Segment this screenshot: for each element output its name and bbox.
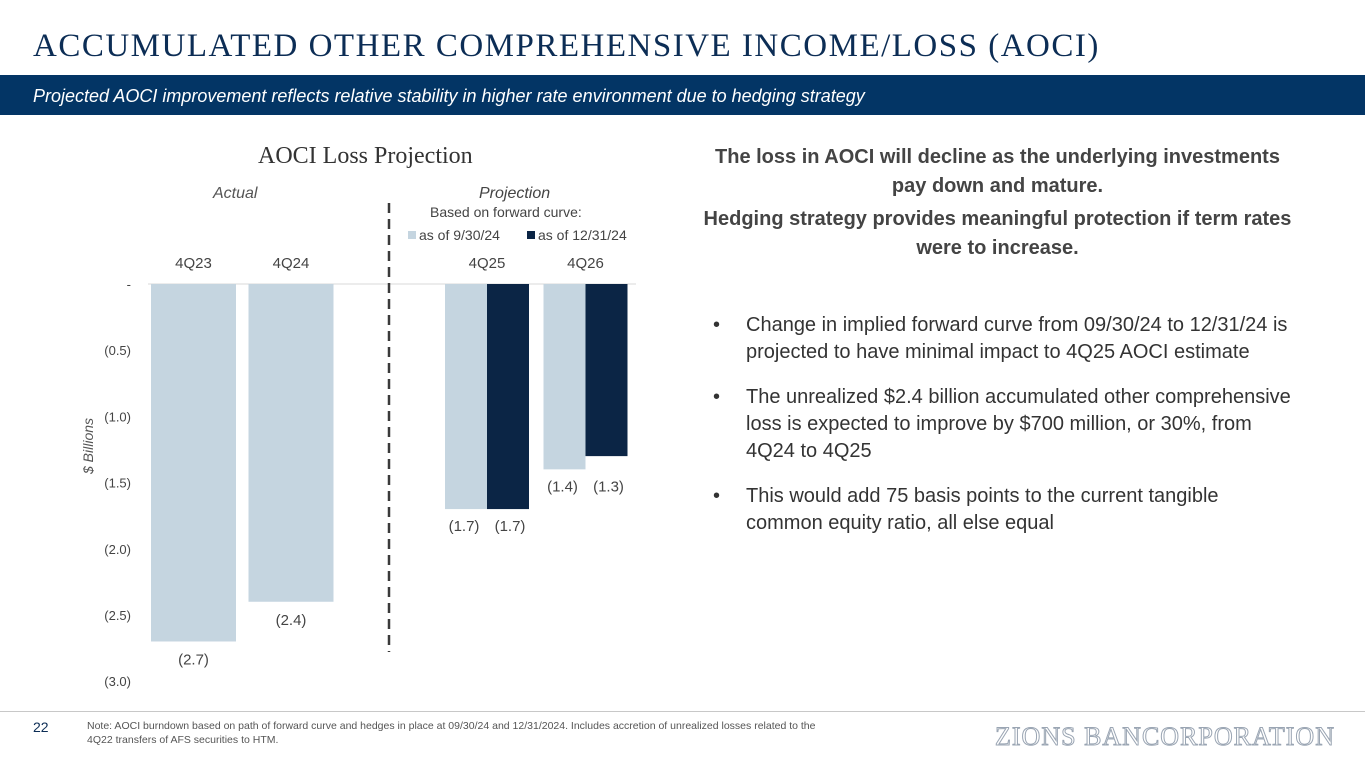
bar-4Q26-12-31-24 [585, 284, 628, 457]
page-subtitle: Projected AOCI improvement reflects rela… [33, 86, 865, 106]
chart-title: AOCI Loss Projection [258, 143, 473, 169]
legend-label: as of 12/31/24 [538, 227, 627, 243]
y-tick-label: - [127, 277, 131, 292]
legend-item-9-30-24: as of 9/30/24 [408, 227, 500, 243]
data-label: (2.7) [178, 651, 209, 668]
category-label: 4Q23 [175, 255, 212, 272]
legend-swatch [408, 231, 416, 239]
bar-4Q25-9-30-24 [445, 284, 487, 510]
category-label: 4Q24 [273, 255, 310, 272]
bar-4Q24 [248, 284, 334, 602]
category-label: 4Q26 [567, 255, 604, 272]
commentary-headline-2: Hedging strategy provides meaningful pro… [703, 208, 1292, 259]
legend-label: as of 9/30/24 [419, 227, 500, 243]
projection-section-label: Projection [479, 185, 551, 202]
bullet-text: Change in implied forward curve from 09/… [746, 314, 1288, 363]
bullet-marker: • [713, 485, 721, 507]
page-number: 22 [33, 719, 49, 735]
footer-divider [0, 711, 1365, 712]
bullet-item: • The unrealized $2.4 billion accumulated… [713, 384, 1293, 465]
data-label: (1.7) [495, 518, 526, 535]
data-label: (2.4) [276, 612, 307, 629]
y-tick-label: (2.0) [104, 542, 131, 557]
category-label: 4Q25 [469, 255, 506, 272]
bar-4Q25-12-31-24 [487, 284, 529, 510]
bar-4Q23 [151, 284, 236, 642]
y-tick-label: (3.0) [104, 674, 131, 689]
commentary-headline-1: The loss in AOCI will decline as the und… [715, 146, 1280, 197]
aoci-bar-chart: - (0.5) (1.0) (1.5) (2.0) (2.5) (3.0) 4Q23 (2.7)… [104, 203, 636, 689]
page-title: ACCUMULATED OTHER COMPREHENSIVE INCOME/L… [33, 28, 1100, 64]
company-logo: ZIONS BANCORPORATION [995, 722, 1335, 752]
data-label: (1.4) [547, 478, 578, 495]
data-label: (1.7) [449, 518, 480, 535]
y-tick-label: (1.5) [104, 476, 131, 491]
bullet-text: The unrealized $2.4 billion accumulated … [746, 386, 1291, 462]
actual-section-label: Actual [213, 185, 258, 202]
y-tick-label: (0.5) [104, 343, 131, 358]
y-tick-label: (2.5) [104, 608, 131, 623]
bullet-marker: • [713, 314, 721, 336]
bullet-marker: • [713, 386, 721, 408]
legend-heading: Based on forward curve: [430, 204, 582, 220]
footnote: Note: AOCI burndown based on path of for… [87, 720, 816, 746]
commentary-bullets: • Change in implied forward curve from 09… [713, 312, 1293, 555]
bullet-item: • This would add 75 basis points to the c… [713, 483, 1293, 537]
bar-4Q26-9-30-24 [543, 284, 586, 470]
legend-item-12-31-24: as of 12/31/24 [527, 227, 627, 243]
bullet-text: This would add 75 basis points to the cu… [746, 485, 1219, 534]
data-label: (1.3) [593, 478, 624, 495]
subtitle-banner [0, 75, 1365, 115]
bullet-item: • Change in implied forward curve from 09… [713, 312, 1293, 366]
y-tick-label: (1.0) [104, 409, 131, 424]
legend-swatch [527, 231, 535, 239]
